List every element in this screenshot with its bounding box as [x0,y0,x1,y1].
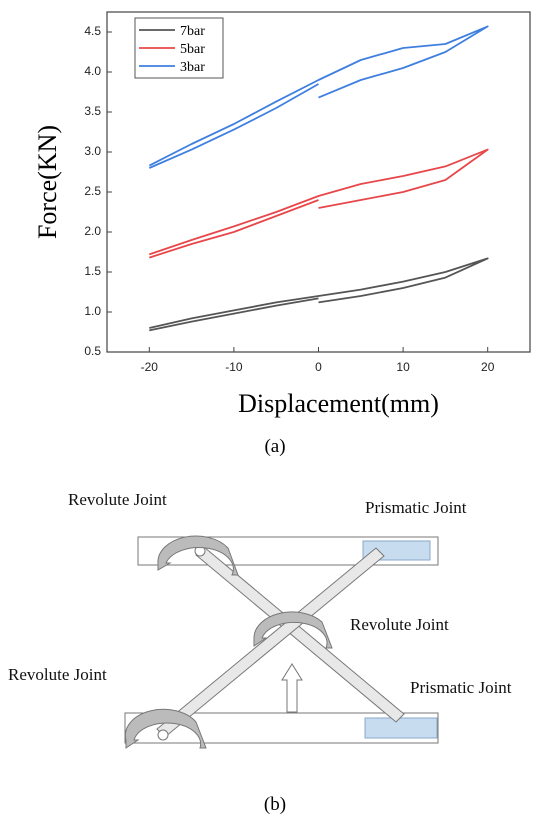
joint-label: Revolute Joint [68,490,167,509]
x-tick-label: 10 [396,360,410,374]
joint-label: Prismatic Joint [410,678,512,697]
x-tick-label: 20 [481,360,495,374]
legend-label: 5bar [180,42,205,57]
legend-label: 3bar [180,60,205,75]
y-tick-label: 1.0 [84,304,101,318]
y-tick-label: 2.0 [84,224,101,238]
joint-label: Prismatic Joint [365,498,467,517]
y-tick-label: 0.5 [84,344,101,358]
pin [157,729,169,741]
y-axis-label: Force(KN) [33,125,62,239]
rotation-arrow [157,535,239,576]
caption: (a) [264,436,285,457]
chart: 0.5 1.0 1.5 2.0 2.5 3.0 3.5 4.0 4.5 -20 -10 0 10 20 Di… [33,11,531,418]
y-tick-label: 1.5 [84,264,101,278]
series-line [148,25,489,169]
joint-label: Revolute Joint [8,665,107,684]
y-tick-label: 3.0 [84,144,101,158]
series-line [149,148,489,259]
x-tick-label: 0 [315,360,322,374]
y-tick-label: 2.5 [84,184,101,198]
series-line [149,257,489,332]
lift-arrow [281,663,303,713]
rotation-arrow [124,708,207,749]
caption: (b) [264,794,286,815]
y-tick-label: 4.0 [84,64,101,78]
x-tick-label: -20 [141,360,159,374]
rotation-arrow [253,611,333,649]
joint-label: Revolute Joint [350,615,449,634]
prismatic-block [364,717,438,739]
legend-label: 7bar [180,24,205,39]
diagram [124,535,439,749]
x-tick-label: -10 [225,360,243,374]
scissor-bar [195,546,405,723]
scissor-bar [156,547,385,738]
x-axis-label: Displacement(mm) [238,389,439,418]
y-tick-label: 4.5 [84,24,101,38]
y-tick-label: 3.5 [84,104,101,118]
